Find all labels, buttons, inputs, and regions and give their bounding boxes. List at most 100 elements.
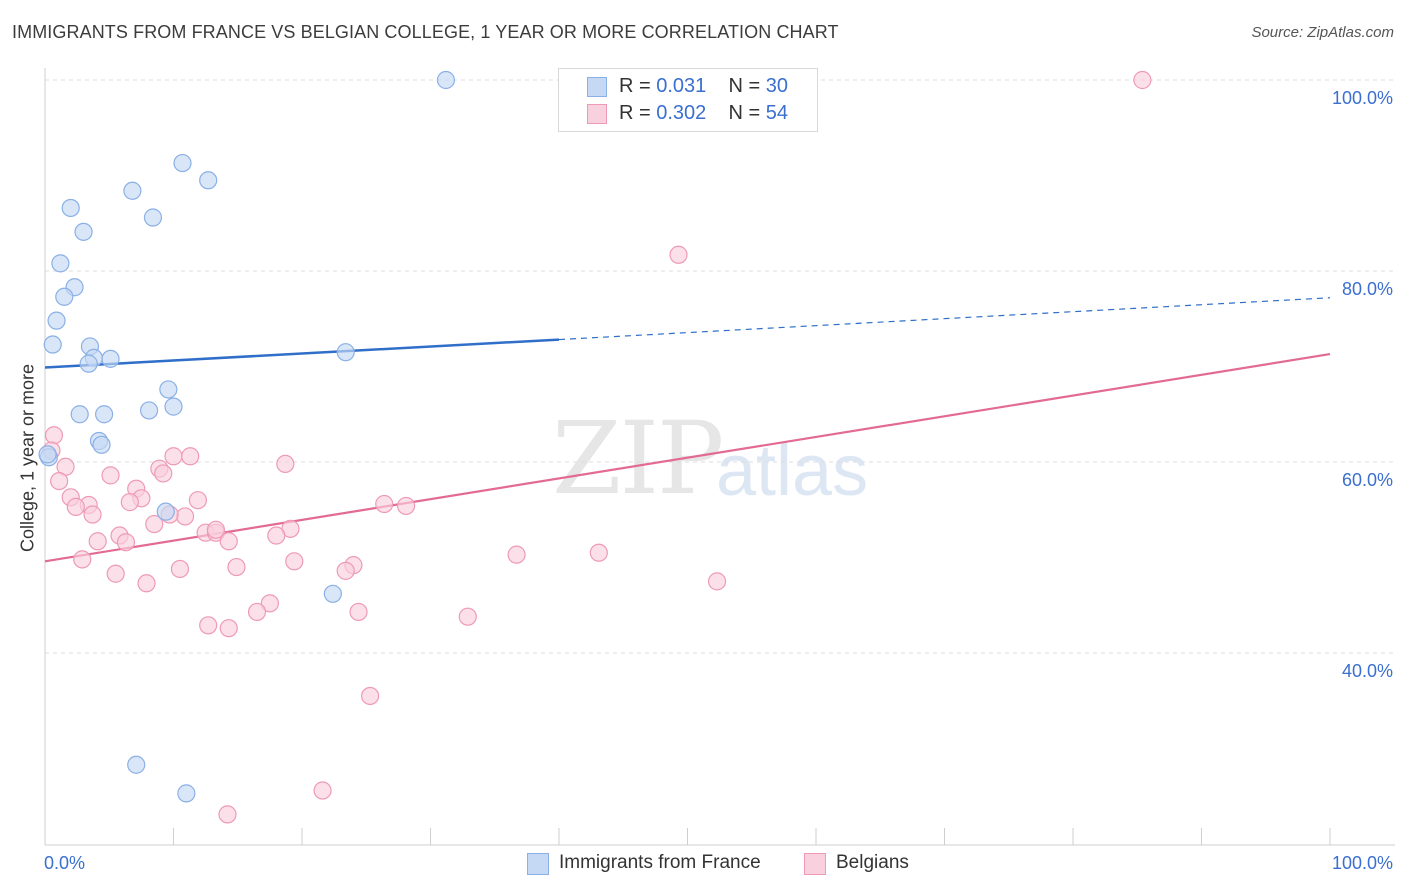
- point-france-15: [79, 354, 98, 373]
- point-france-17: [159, 380, 178, 399]
- point-france-1: [173, 153, 192, 173]
- point-belgians-29: [219, 532, 238, 551]
- point-belgians-17: [66, 497, 85, 516]
- point-france-14: [101, 349, 120, 368]
- point-belgians-15: [120, 493, 139, 512]
- point-belgians-53: [267, 526, 286, 545]
- point-belgians-8: [154, 464, 173, 483]
- point-belgians-43: [349, 602, 368, 622]
- point-belgians-21: [175, 507, 195, 526]
- point-belgians-36: [336, 561, 355, 580]
- point-belgians-32: [73, 550, 92, 569]
- point-france-21: [95, 405, 114, 424]
- point-france-23: [92, 435, 111, 454]
- point-france-26: [323, 584, 342, 603]
- n-value-france: 30: [765, 75, 789, 97]
- point-france-0: [436, 70, 456, 90]
- watermark-zip: ZIP: [552, 400, 724, 517]
- trend-line-france-solid: [44, 338, 560, 369]
- y-tick-label-60: 60.0%: [1342, 470, 1393, 490]
- point-france-16: [336, 343, 355, 362]
- point-belgians-4: [164, 447, 183, 466]
- point-belgians-41: [260, 594, 279, 613]
- point-belgians-31: [589, 543, 608, 562]
- n-value-belgians: 54: [765, 102, 789, 124]
- legend-text-belgians: R = 0.302 N = 54: [619, 102, 788, 125]
- trend-line-belgians: [44, 352, 1331, 563]
- correlation-legend: R = 0.031 N = 30 R = 0.302 N = 54: [558, 68, 818, 132]
- point-belgians-35: [227, 557, 246, 577]
- point-belgians-46: [219, 619, 238, 638]
- trend-lines: [44, 297, 1331, 563]
- point-belgians-20: [83, 505, 102, 524]
- point-belgians-49: [218, 805, 237, 824]
- point-france-2: [199, 171, 218, 190]
- n-label: N =: [728, 75, 761, 97]
- y-tick-label-40: 40.0%: [1342, 661, 1393, 681]
- point-france-7: [51, 254, 70, 273]
- legend-swatch-france: [587, 77, 607, 97]
- r-value-france: 0.031: [656, 75, 707, 97]
- legend-swatch-belgians: [804, 853, 826, 875]
- point-belgians-30: [507, 545, 526, 564]
- point-belgians-42: [247, 602, 267, 622]
- legend-swatch-belgians: [587, 104, 607, 124]
- trend-line-france-dashed: [558, 297, 1331, 341]
- watermark-atlas: atlas: [716, 431, 869, 511]
- point-belgians-38: [106, 564, 125, 583]
- point-france-18: [164, 397, 183, 416]
- source-label: Source: ZipAtlas.com: [1251, 24, 1394, 41]
- point-belgians-28: [116, 533, 136, 552]
- legend-label-belgians: Belgians: [836, 852, 909, 873]
- chart-title: IMMIGRANTS FROM FRANCE VS BELGIAN COLLEG…: [12, 22, 839, 42]
- point-france-25: [156, 502, 175, 521]
- point-belgians-47: [361, 686, 380, 706]
- point-france-5: [143, 208, 163, 227]
- point-belgians-5: [181, 447, 200, 466]
- point-belgians-39: [137, 574, 156, 593]
- y-axis-label: College, 1 year or more: [17, 363, 38, 553]
- point-france-3: [123, 181, 142, 200]
- point-belgians-1: [669, 245, 688, 264]
- point-france-28: [177, 784, 196, 803]
- x-tick-label-min: 0.0%: [44, 853, 85, 873]
- point-belgians-18: [375, 494, 394, 514]
- y-tick-label-80: 80.0%: [1342, 279, 1393, 299]
- r-label: R =: [619, 102, 651, 124]
- data-points: [38, 70, 1152, 824]
- point-belgians-10: [50, 472, 69, 491]
- point-belgians-22: [145, 514, 164, 534]
- x-tick-label-max: 100.0%: [1332, 853, 1393, 873]
- point-france-9: [55, 287, 74, 306]
- point-france-4: [61, 198, 80, 218]
- point-belgians-2: [44, 426, 64, 445]
- legend-label-france: Immigrants from France: [559, 852, 761, 873]
- r-label: R =: [619, 75, 651, 97]
- legend-swatch-france: [527, 853, 549, 875]
- point-belgians-44: [458, 607, 477, 626]
- point-france-11: [43, 335, 62, 354]
- point-belgians-9: [101, 466, 120, 485]
- n-label: N =: [728, 102, 761, 124]
- point-belgians-37: [170, 559, 190, 579]
- point-belgians-0: [1133, 70, 1152, 90]
- point-belgians-27: [88, 532, 107, 551]
- point-belgians-48: [313, 781, 332, 800]
- point-france-29: [38, 445, 57, 464]
- point-belgians-14: [188, 491, 208, 510]
- legend-text-france: R = 0.031 N = 30: [619, 75, 788, 98]
- point-france-10: [47, 311, 66, 330]
- point-belgians-40: [707, 572, 727, 591]
- axes: [44, 68, 1395, 846]
- point-belgians-6: [276, 454, 295, 474]
- point-france-20: [70, 405, 89, 424]
- point-belgians-33: [285, 552, 304, 571]
- tick-labels: 40.0% 60.0% 80.0% 100.0% 0.0% 100.0%: [44, 88, 1393, 873]
- r-value-belgians: 0.302: [656, 102, 707, 124]
- point-belgians-45: [199, 616, 218, 635]
- point-france-27: [127, 755, 146, 774]
- point-france-19: [139, 401, 159, 420]
- y-tick-label-100: 100.0%: [1332, 88, 1393, 108]
- point-belgians-50: [206, 520, 226, 539]
